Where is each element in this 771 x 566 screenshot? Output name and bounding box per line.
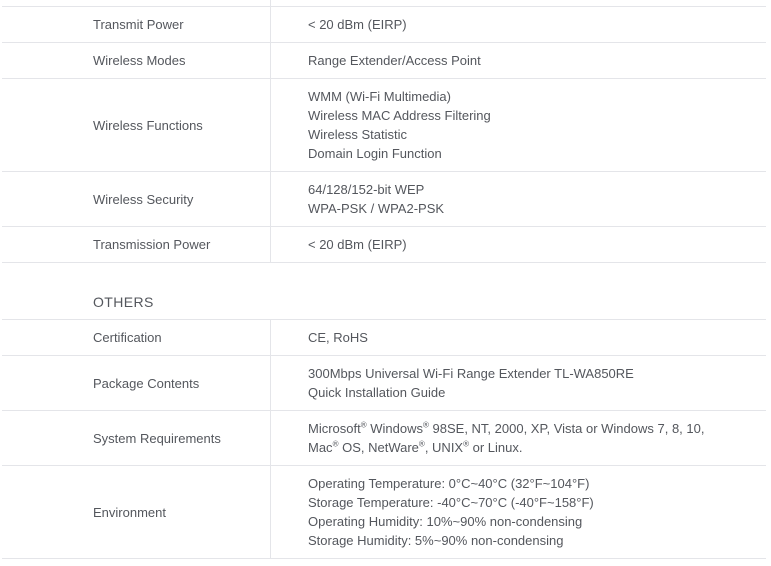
spec-value-line: Range Extender/Access Point (308, 53, 481, 68)
spec-label: Transmission Power (93, 237, 211, 252)
spec-value: Range Extender/Access Point (270, 43, 766, 78)
others-spec-table: Certification CE, RoHS Package Contents … (2, 319, 766, 559)
spec-value-line: Storage Temperature: -40°C~70°C (-40°F~1… (308, 495, 594, 510)
spec-value: Operating Temperature: 0°C~40°C (32°F~10… (270, 466, 766, 558)
spec-container: Transmit Power < 20 dBm (EIRP) Wireless … (2, 0, 766, 559)
spec-value-line: WPA-PSK / WPA2-PSK (308, 201, 445, 216)
spec-value-line: < 20 dBm (EIRP) (308, 237, 407, 252)
spec-row-package-contents: Package Contents 300Mbps Universal Wi-Fi… (2, 355, 766, 410)
spec-value: < 20 dBm (EIRP) (270, 227, 766, 262)
spec-value: CE, RoHS (270, 320, 766, 355)
wireless-spec-table: Transmit Power < 20 dBm (EIRP) Wireless … (2, 0, 766, 263)
spec-label: Wireless Security (93, 191, 194, 207)
spec-value: 300Mbps Universal Wi-Fi Range Extender T… (270, 356, 766, 410)
others-section-header: OTHERS (2, 263, 766, 319)
spec-value-empty (270, 0, 766, 6)
spec-value-line: Mac® OS, NetWare®, UNIX® or Linux. (308, 439, 523, 455)
spec-value-line: Wireless Statistic (308, 127, 407, 142)
spec-row-wireless-security: Wireless Security 64/128/152-bit WEP WPA-… (2, 171, 766, 226)
spec-value-line: Domain Login Function (308, 146, 442, 161)
spec-row-transmit-power: Transmit Power < 20 dBm (EIRP) (2, 6, 766, 42)
spec-row-cutoff (2, 0, 766, 6)
spec-label: System Requirements (93, 430, 221, 446)
spec-row-certification: Certification CE, RoHS (2, 319, 766, 355)
spec-value-line: 64/128/152-bit WEP (308, 182, 425, 197)
spec-value: WMM (Wi-Fi Multimedia) Wireless MAC Addre… (270, 79, 766, 171)
spec-label: Wireless Modes (93, 53, 186, 68)
spec-value-line: WMM (Wi-Fi Multimedia) (308, 89, 451, 104)
spec-value: Microsoft® Windows® 98SE, NT, 2000, XP, … (270, 411, 766, 465)
spec-label: Environment (93, 504, 166, 520)
spec-value-line: 300Mbps Universal Wi-Fi Range Extender T… (308, 366, 634, 381)
spec-label: Transmit Power (93, 17, 184, 32)
spec-row-environment: Environment Operating Temperature: 0°C~4… (2, 465, 766, 558)
spec-row-wireless-modes: Wireless Modes Range Extender/Access Poi… (2, 42, 766, 78)
section-heading-others: OTHERS (93, 294, 154, 310)
spec-value-line: CE, RoHS (308, 330, 368, 345)
spec-value-line: < 20 dBm (EIRP) (308, 17, 407, 32)
spec-label: Package Contents (93, 375, 200, 391)
spec-value-line: Operating Humidity: 10%~90% non-condensi… (308, 514, 583, 529)
spec-value-line: Microsoft® Windows® 98SE, NT, 2000, XP, … (308, 420, 705, 436)
spec-label: Wireless Functions (93, 117, 203, 133)
spec-value-line: Quick Installation Guide (308, 385, 446, 400)
spec-label: Certification (93, 330, 162, 345)
spec-value: < 20 dBm (EIRP) (270, 7, 766, 42)
spec-value-line: Operating Temperature: 0°C~40°C (32°F~10… (308, 476, 590, 491)
spec-label-empty (2, 0, 270, 6)
spec-row-system-requirements: System Requirements Microsoft® Windows® … (2, 410, 766, 465)
spec-row-wireless-functions: Wireless Functions WMM (Wi-Fi Multimedia… (2, 78, 766, 171)
spec-value-line: Storage Humidity: 5%~90% non-condensing (308, 533, 564, 548)
spec-value: 64/128/152-bit WEP WPA-PSK / WPA2-PSK (270, 172, 766, 226)
spec-row-transmission-power: Transmission Power < 20 dBm (EIRP) (2, 226, 766, 262)
spec-value-line: Wireless MAC Address Filtering (308, 108, 491, 123)
